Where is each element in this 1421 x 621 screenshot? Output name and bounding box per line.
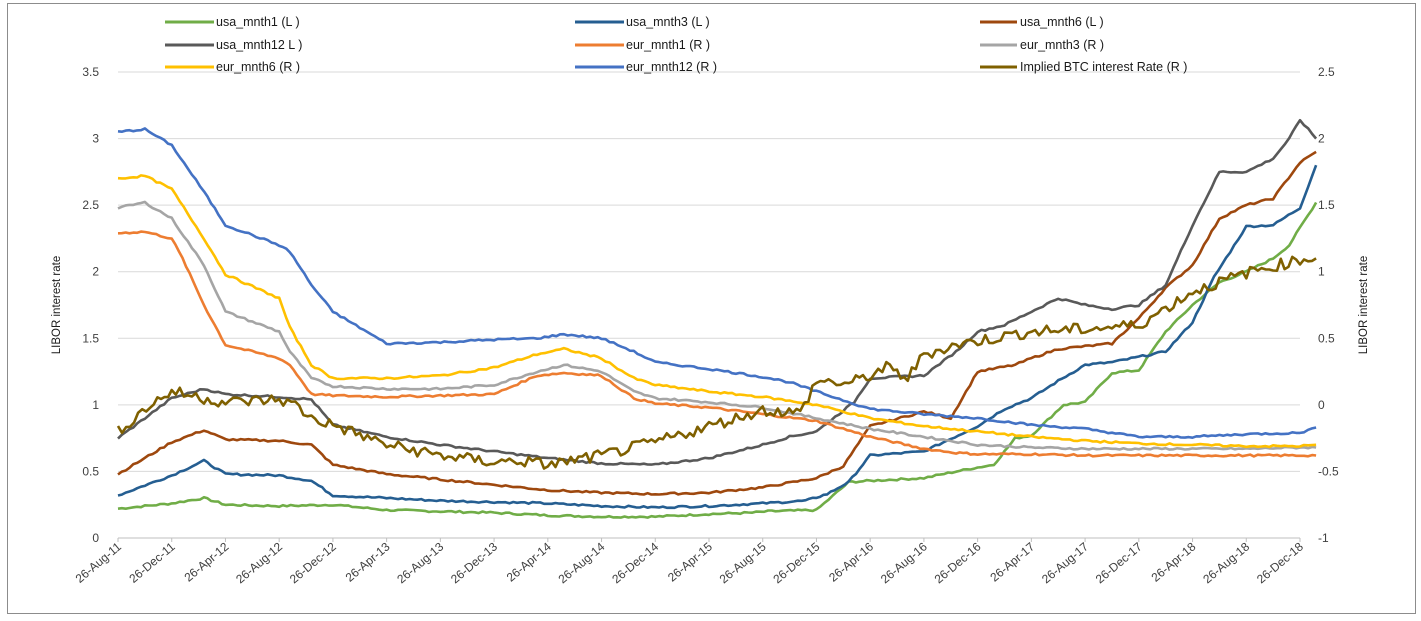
x-tick-label: 26-Aug-13 bbox=[394, 539, 446, 586]
left-tick-label: 2 bbox=[92, 265, 99, 279]
x-tick-label: 26-Aug-14 bbox=[556, 539, 608, 586]
x-tick-label: 26-Dec-13 bbox=[448, 539, 500, 586]
x-tick-label: 26-Dec-17 bbox=[1093, 539, 1145, 586]
left-tick-label: 3.5 bbox=[82, 65, 99, 79]
right-tick-label: 0.5 bbox=[1318, 331, 1335, 345]
left-y-axis-ticks: 0 0.5 1 1.5 2 2.5 3 3.5 bbox=[82, 65, 99, 545]
right-tick-label: 0 bbox=[1318, 398, 1325, 412]
legend-label: usa_mnth6 (L ) bbox=[1020, 15, 1104, 29]
series-line-1 bbox=[117, 201, 1318, 519]
series-line-6 bbox=[117, 200, 1317, 451]
x-tick-label: 26-Dec-12 bbox=[287, 539, 339, 586]
left-tick-label: 3 bbox=[92, 132, 99, 146]
x-tick-label: 26-Aug-17 bbox=[1039, 539, 1091, 586]
left-tick-label: 1 bbox=[92, 398, 99, 412]
x-tick-label: 26-Apr-17 bbox=[987, 539, 1037, 584]
x-tick-label: 26-Aug-12 bbox=[233, 539, 285, 586]
series-line-3 bbox=[117, 150, 1317, 496]
x-tick-label: 26-Dec-11 bbox=[126, 539, 177, 585]
legend: usa_mnth1 (L ) usa_mnth3 (L ) usa_mnth6 (L… bbox=[165, 15, 1187, 74]
right-tick-label: -1 bbox=[1318, 531, 1329, 545]
left-tick-label: 2.5 bbox=[82, 198, 99, 212]
x-tick-label: 26-Apr-14 bbox=[504, 539, 554, 584]
left-axis-title: LIBOR interest rate bbox=[51, 256, 63, 354]
right-tick-label: 1.5 bbox=[1318, 198, 1335, 212]
left-tick-label: 1.5 bbox=[82, 331, 99, 345]
right-tick-label: -0.5 bbox=[1318, 464, 1339, 478]
legend-label: usa_mnth3 (L ) bbox=[626, 15, 710, 29]
series-line-5 bbox=[117, 230, 1317, 458]
legend-label: eur_mnth12 (R ) bbox=[626, 60, 717, 74]
x-tick-label: 26-Dec-15 bbox=[770, 539, 822, 586]
x-tick-label: 26-Aug-16 bbox=[878, 539, 930, 586]
x-tick-label: 26-Apr-13 bbox=[343, 539, 393, 584]
legend-label: eur_mnth1 (R ) bbox=[626, 38, 710, 52]
right-tick-label: 1 bbox=[1318, 265, 1325, 279]
chart-frame bbox=[7, 3, 1416, 614]
x-tick-label: 26-Dec-16 bbox=[932, 539, 984, 586]
left-tick-label: 0 bbox=[92, 531, 99, 545]
x-tick-label: 26-Aug-15 bbox=[717, 539, 769, 586]
legend-label: usa_mnth1 (L ) bbox=[216, 15, 300, 29]
series-line-4 bbox=[117, 118, 1318, 466]
series-line-8 bbox=[117, 127, 1317, 439]
legend-label: Implied BTC interest Rate (R ) bbox=[1020, 60, 1187, 74]
right-tick-label: 2 bbox=[1318, 132, 1325, 146]
x-tick-label: 26-Apr-12 bbox=[181, 539, 231, 584]
right-axis-title: LIBOR interest rate bbox=[1358, 256, 1370, 354]
x-tick-label: 26-Apr-16 bbox=[826, 539, 876, 584]
series-line-2 bbox=[117, 164, 1318, 510]
x-tick-label: 26-Dec-18 bbox=[1254, 539, 1306, 586]
left-tick-label: 0.5 bbox=[82, 464, 99, 478]
right-y-axis-ticks: -1 -0.5 0 0.5 1 1.5 2 2.5 bbox=[1318, 65, 1339, 545]
right-tick-label: 2.5 bbox=[1318, 65, 1335, 79]
series-lines bbox=[116, 118, 1318, 519]
legend-label: eur_mnth6 (R ) bbox=[216, 60, 300, 74]
series-line-7 bbox=[117, 174, 1317, 449]
x-tick-label: 26-Aug-11 bbox=[73, 539, 124, 585]
x-tick-label: 26-Aug-18 bbox=[1200, 539, 1252, 586]
gridlines bbox=[118, 71, 1300, 472]
legend-label: usa_mnth12 L ) bbox=[216, 38, 302, 52]
x-axis-ticks: 26-Aug-11 26-Dec-11 26-Apr-12 26-Aug-12 26-D… bbox=[73, 538, 1306, 586]
series-line-9 bbox=[116, 255, 1317, 470]
x-tick-label: 26-Apr-15 bbox=[665, 539, 715, 584]
x-tick-label: 26-Apr-18 bbox=[1149, 539, 1199, 584]
legend-label: eur_mnth3 (R ) bbox=[1020, 38, 1104, 52]
x-tick-label: 26-Dec-14 bbox=[609, 539, 661, 586]
